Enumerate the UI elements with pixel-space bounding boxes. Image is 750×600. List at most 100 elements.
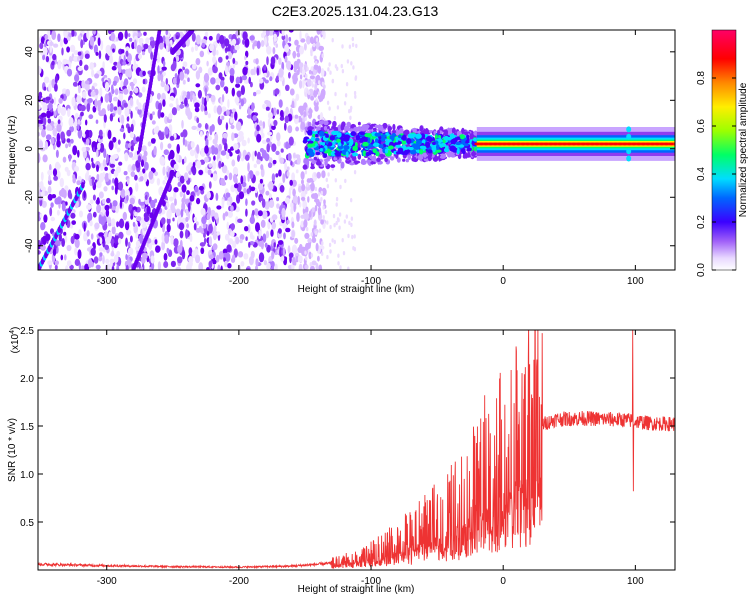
snr-y-tick-label: 0.5 [20, 518, 34, 529]
spectrogram-noise-cell [345, 214, 348, 219]
spectrogram-noise-cell [352, 65, 355, 70]
spectrogram-carrier-peak [534, 142, 540, 146]
spectrogram-noise-cell [182, 136, 186, 146]
spectrogram-noise-cell [86, 169, 89, 178]
spectrogram-noise-cell [45, 134, 52, 141]
spectrogram-noise-cell [224, 65, 229, 76]
colorbar-tick-label: 0.8 [696, 71, 707, 85]
spectrogram-noise-cell [308, 108, 313, 115]
spectrogram-noise-cell [106, 263, 111, 270]
spectrogram-noise-cell [221, 198, 225, 209]
spectrogram-noise-cell [102, 255, 105, 265]
spectrogram-noise-cell [246, 188, 250, 195]
spectrogram-signal-cell [407, 133, 415, 139]
spectrogram-noise-cell [127, 85, 131, 92]
spectrogram-signal-halo [302, 164, 308, 170]
spectrogram-noise-cell [210, 124, 215, 132]
spectrogram-noise-cell [293, 60, 298, 71]
spectrogram-noise-cell [132, 78, 138, 85]
spectrogram-noise-cell [224, 38, 230, 47]
spectrogram-signal-halo [456, 130, 463, 135]
spectrogram-noise-cell [168, 154, 171, 161]
spectrogram-noise-cell [164, 234, 170, 244]
spectrogram-carrier-peak [631, 142, 637, 146]
spectrogram-noise-cell [84, 82, 88, 90]
spectrogram-noise-cell [341, 44, 344, 49]
spectrogram-noise-cell [281, 30, 285, 37]
spectrogram-noise-cell [335, 220, 338, 226]
spectrogram-noise-cell [118, 181, 124, 191]
spectrogram-noise-cell [181, 249, 186, 260]
colorbar-tick-label: 0.6 [696, 119, 707, 133]
spectrogram-noise-cell [318, 264, 323, 270]
spectrogram-noise-cell [256, 40, 261, 49]
spectrogram-noise-cell [70, 138, 74, 144]
spectrogram-signal-halo [318, 120, 325, 125]
spectrogram-signal-cell [334, 152, 341, 156]
spectrogram-noise-cell [240, 175, 244, 185]
spectrogram-noise-cell [133, 87, 139, 94]
snr-x-tick-label: -100 [361, 576, 381, 587]
spectrogram-noise-cell [220, 150, 227, 156]
spectrogram-noise-cell [141, 223, 147, 228]
spectrogram-signal-cell [384, 148, 389, 154]
spectrogram-noise-cell [68, 154, 72, 162]
spectrogram-noise-cell [120, 188, 126, 199]
spectrogram-noise-cell [320, 68, 325, 77]
spectrogram-noise-cell [54, 75, 58, 84]
spectrogram-signal-cell [432, 141, 436, 146]
spectrogram-noise-cell [198, 262, 204, 270]
spectrogram-noise-cell [122, 61, 127, 66]
spectrogram-signal-halo [361, 158, 366, 164]
spectrogram-noise-cell [40, 171, 44, 181]
spectrogram-noise-cell [43, 76, 50, 84]
spectrogram-noise-cell [271, 222, 277, 230]
spectrogram-signal-cell [319, 148, 323, 152]
spectrogram-noise-cell [108, 140, 114, 151]
spectrogram-noise-cell [258, 252, 265, 263]
spectrogram-noise-cell [229, 73, 235, 84]
spectrogram-noise-cell [293, 152, 296, 159]
spectrogram-noise-cell [290, 160, 293, 166]
spectrogram-noise-cell [135, 136, 140, 142]
spectrogram-noise-cell [221, 94, 225, 103]
spectrogram-noise-cell [240, 85, 245, 96]
spectrogram-noise-cell [207, 113, 211, 119]
spectrogram-noise-cell [353, 90, 357, 96]
spectrogram-noise-cell [46, 110, 51, 119]
spectrogram-noise-cell [320, 93, 325, 100]
spectrogram-noise-cell [205, 138, 209, 148]
spectrogram-noise-cell [241, 157, 244, 162]
spectrogram-noise-cell [262, 210, 268, 220]
spectrogram-noise-cell [117, 31, 124, 41]
spectrogram-noise-cell [272, 214, 278, 221]
spectrogram-carrier-peak [562, 142, 568, 146]
spectrogram-noise-cell [185, 165, 191, 172]
spectrogram-noise-cell [159, 42, 164, 50]
spectrogram-noise-cell [162, 35, 166, 42]
spectrogram-noise-cell [125, 229, 132, 236]
spectrogram-noise-cell [349, 115, 352, 121]
spectrogram-noise-cell [305, 206, 309, 213]
spectrogram-noise-cell [166, 247, 170, 254]
spectrogram-signal-cell [443, 147, 450, 153]
spectrogram-y-tick-label: -40 [24, 238, 35, 253]
spectrogram-noise-cell [306, 107, 309, 112]
spectrogram-noise-cell [208, 236, 213, 246]
spectrogram-noise-cell [130, 123, 134, 133]
spectrogram-noise-cell [72, 145, 78, 156]
spectrogram-noise-cell [160, 141, 164, 151]
spectrogram-noise-cell [305, 73, 308, 79]
snr-x-axis: -300 -200 -100 0 100 [97, 330, 644, 587]
spectrogram-noise-cell [266, 45, 272, 55]
spectrogram-noise-cell [238, 191, 245, 200]
spectrogram-noise-cell [104, 166, 108, 171]
spectrogram-carrier-peak [566, 142, 572, 146]
spectrogram-noise-cell [282, 173, 286, 184]
spectrogram-signal-cell [473, 146, 478, 152]
spectrogram-noise-cell [309, 36, 314, 44]
spectrogram-noise-cell [348, 44, 352, 49]
spectrogram-noise-cell [169, 103, 174, 108]
spectrogram-noise-cell [175, 35, 179, 40]
spectrogram-noise-cell [251, 151, 255, 162]
